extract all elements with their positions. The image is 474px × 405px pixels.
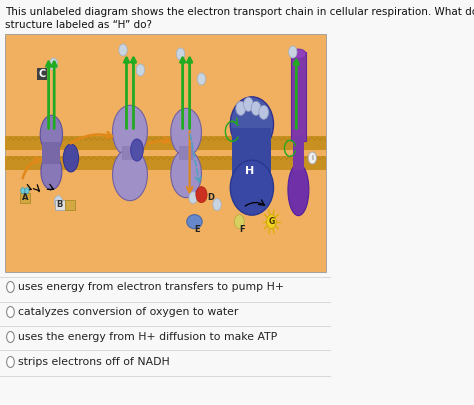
Ellipse shape: [308, 152, 317, 164]
Ellipse shape: [259, 105, 269, 119]
Ellipse shape: [41, 153, 62, 190]
Bar: [5, 136, 326, 150]
Ellipse shape: [136, 64, 145, 76]
Text: uses the energy from H+ diffusion to make ATP: uses the energy from H+ diffusion to mak…: [18, 332, 277, 342]
Ellipse shape: [197, 73, 206, 85]
Text: F: F: [239, 225, 245, 234]
Ellipse shape: [25, 188, 29, 194]
Bar: [122, 146, 137, 160]
Ellipse shape: [230, 97, 273, 152]
Ellipse shape: [236, 101, 246, 115]
Circle shape: [7, 356, 14, 367]
Ellipse shape: [112, 105, 147, 157]
Text: uses energy from electron transfers to pump H+: uses energy from electron transfers to p…: [18, 282, 284, 292]
Text: I: I: [311, 155, 313, 161]
Ellipse shape: [171, 109, 201, 156]
Bar: [179, 146, 193, 160]
Ellipse shape: [54, 196, 63, 208]
Ellipse shape: [63, 144, 79, 172]
Bar: [20, 193, 30, 202]
Text: E: E: [194, 225, 200, 234]
Ellipse shape: [196, 187, 207, 202]
Ellipse shape: [49, 58, 58, 70]
Bar: [291, 52, 306, 141]
Ellipse shape: [189, 192, 197, 204]
Ellipse shape: [171, 150, 201, 198]
Text: C: C: [38, 69, 45, 79]
Text: strips electrons off of NADH: strips electrons off of NADH: [18, 357, 170, 367]
Text: H: H: [245, 166, 255, 176]
Ellipse shape: [119, 44, 127, 56]
Ellipse shape: [235, 215, 244, 229]
Ellipse shape: [21, 188, 25, 194]
Circle shape: [7, 332, 14, 343]
Bar: [65, 200, 75, 210]
Ellipse shape: [288, 164, 309, 215]
Ellipse shape: [131, 139, 143, 161]
Ellipse shape: [40, 115, 63, 153]
Bar: [55, 200, 64, 210]
Text: G: G: [268, 217, 274, 226]
Text: catalyzes conversion of oxygen to water: catalyzes conversion of oxygen to water: [18, 307, 238, 317]
Ellipse shape: [176, 48, 185, 60]
Ellipse shape: [112, 149, 147, 200]
Ellipse shape: [289, 46, 297, 58]
Bar: [5, 156, 326, 170]
Text: D: D: [208, 193, 215, 202]
Ellipse shape: [187, 215, 202, 229]
Text: B: B: [56, 200, 63, 209]
Text: structure labeled as “H” do?: structure labeled as “H” do?: [5, 20, 152, 30]
Text: This unlabeled diagram shows the electron transport chain in cellular respiratio: This unlabeled diagram shows the electro…: [5, 7, 474, 17]
Circle shape: [7, 281, 14, 292]
Text: A: A: [22, 193, 28, 202]
Ellipse shape: [291, 49, 306, 59]
Bar: [42, 142, 61, 164]
Ellipse shape: [230, 160, 273, 215]
Ellipse shape: [251, 101, 261, 115]
Bar: [232, 128, 272, 178]
Ellipse shape: [213, 199, 221, 211]
Ellipse shape: [244, 97, 253, 111]
Ellipse shape: [266, 215, 276, 229]
Bar: [293, 136, 304, 170]
Bar: [5, 34, 326, 272]
Circle shape: [7, 307, 14, 318]
